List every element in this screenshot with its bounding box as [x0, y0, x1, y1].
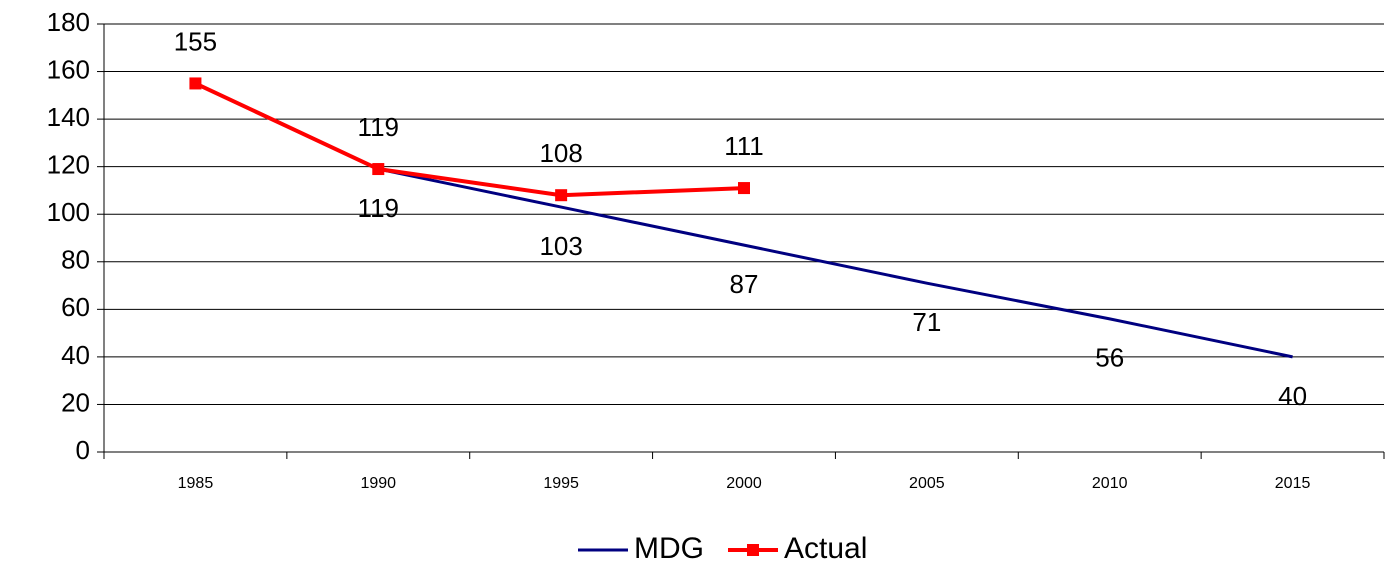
y-tick-label: 140: [47, 102, 90, 132]
data-label: 56: [1095, 343, 1124, 373]
marker: [738, 182, 750, 195]
legend-label: Actual: [784, 532, 867, 565]
x-tick-label: 2000: [726, 475, 762, 492]
data-label: 87: [730, 269, 759, 299]
data-label: 119: [358, 193, 399, 223]
y-tick-label: 60: [61, 292, 90, 322]
legend-item: Actual: [728, 532, 867, 565]
data-label: 119: [358, 112, 399, 142]
x-tick-label: 2010: [1092, 475, 1128, 492]
y-tick-label: 20: [61, 387, 90, 417]
series-line: [194, 81, 745, 198]
x-tick-label: 1985: [178, 475, 214, 492]
marker: [555, 189, 568, 202]
legend-label: MDG: [634, 532, 704, 565]
y-tick-label: 100: [47, 197, 90, 227]
y-tick-label: 120: [47, 150, 90, 180]
data-label: 111: [724, 131, 764, 161]
data-label: 40: [1278, 381, 1307, 411]
series-line: [377, 167, 1293, 359]
x-tick-label: 1990: [360, 475, 396, 492]
y-tick-label: 160: [47, 54, 90, 84]
marker: [189, 77, 202, 90]
data-label: 108: [539, 138, 582, 168]
x-tick-label: 1995: [543, 475, 579, 492]
data-label: 71: [912, 307, 941, 337]
x-tick-label: 2005: [909, 475, 945, 492]
data-label: 155: [174, 26, 217, 56]
data-label: 103: [539, 231, 582, 261]
legend-marker: [747, 544, 759, 556]
x-tick-label: 2015: [1275, 475, 1311, 492]
y-tick-label: 0: [76, 435, 90, 465]
legend-item: MDG: [578, 532, 704, 565]
y-tick-label: 180: [47, 7, 90, 37]
y-tick-label: 80: [61, 245, 90, 275]
marker: [372, 163, 385, 176]
y-tick-label: 40: [61, 340, 90, 370]
